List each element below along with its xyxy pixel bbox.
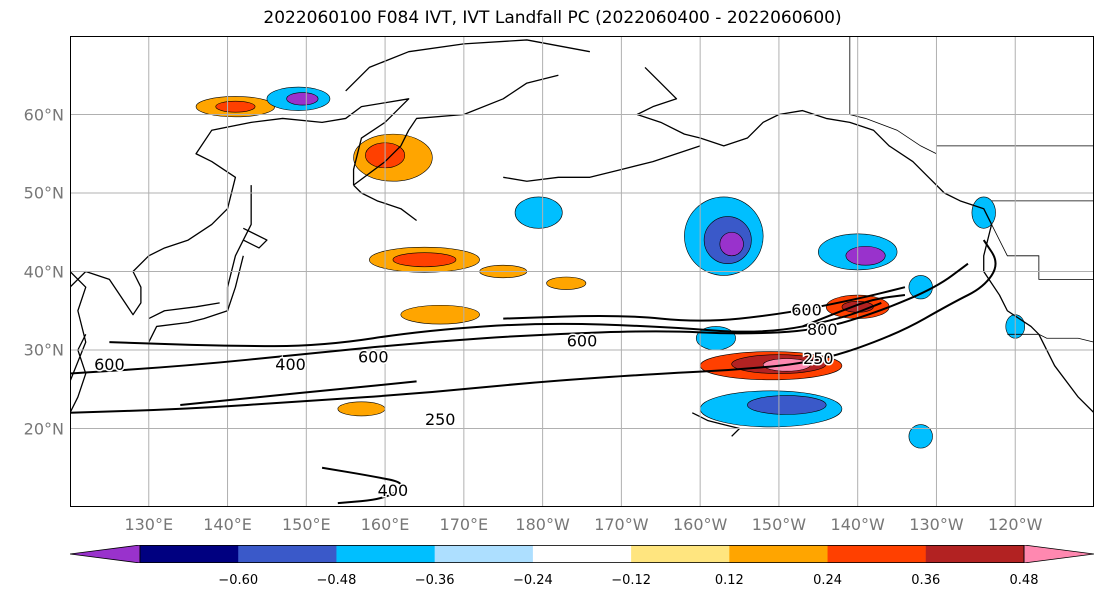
pc-shading-region [719,231,744,257]
coastline [345,39,590,92]
colorbar-swatch [336,545,436,563]
coastline [636,109,1094,414]
colorbar-tick-label: 0.36 [911,573,941,588]
colorbar-swatch [729,545,829,563]
pc-shading-region [747,395,827,415]
pc-shading-region [971,196,996,229]
coastline [636,66,678,116]
ivt-contour-600 [109,301,882,348]
colorbar-tick-label: 0.48 [1009,573,1039,588]
ivt-contour-600 [180,380,417,406]
coastline [353,184,417,221]
latitude-label: 30°N [23,340,64,360]
colorbar-swatch [631,545,730,563]
ivt-contour-800 [802,294,906,328]
pc-shading-region [215,100,256,113]
contour-label: 400 [378,481,409,500]
longitude-label: 140°W [830,515,885,534]
gridlines-layer [70,36,1094,507]
pc-shading-region [400,304,480,325]
coastline [226,255,244,311]
latitude-label: 50°N [23,183,64,203]
pc-shading-region [908,424,933,449]
pc-shading-region [392,252,457,268]
pc-shading-region [546,276,587,290]
pc-shading-region [286,92,319,106]
contour-label: 600 [791,300,822,319]
ivt-contour-400 [70,262,969,375]
ivt-contour-400 [321,466,403,505]
longitude-label: 180°W [515,515,570,534]
pc-shading-region [845,246,886,266]
colorbar-tick-label: −0.12 [611,573,652,588]
colorbar [70,545,1094,563]
colorbar-swatch [532,545,632,563]
colorbar-tick-label: −0.60 [218,573,259,588]
colorbar-tick-label: −0.36 [414,573,455,588]
colorbar-swatch [925,545,1025,563]
colorbar-tick-label: −0.24 [512,573,553,588]
coastline [70,98,410,316]
contour-label: 250 [425,410,456,429]
longitude-label: 140°E [203,515,252,534]
map-title: 2022060100 F084 IVT, IVT Landfall PC (20… [263,8,842,28]
longitude-label: 120°W [988,515,1043,534]
longitude-label: 160°W [672,515,728,534]
longitude-label: 150°E [281,515,331,534]
colorbar-swatch [140,545,239,563]
coastline [70,271,87,414]
longitude-label: 150°W [751,515,807,534]
contour-label: 600 [567,332,598,351]
longitude-label: 170°E [439,515,489,534]
colorbar-tick-label: −0.48 [316,573,357,588]
pc-shading-layer [195,86,1025,449]
colorbar-extend-high [1023,545,1094,563]
colorbar-outline [139,545,1025,563]
colorbar-extend-low [70,545,141,563]
colorbar-tick-label: 0.12 [714,573,744,588]
colorbar-tick-label: 0.24 [813,573,843,588]
country-border [849,36,937,155]
pc-shading-region [908,275,933,300]
colorbar-swatch [827,545,927,563]
colorbar-swatch [238,545,337,563]
country-border [1007,333,1094,343]
coastline [148,185,252,343]
latitude-label: 60°N [23,105,64,124]
ivt-contour-layer [70,239,997,505]
latitude-label: 20°N [23,419,64,438]
pc-shading-region [337,401,386,417]
contour-label: 600 [358,347,389,366]
coastline [353,74,559,186]
longitude-label: 160°E [360,515,410,534]
coastline [691,412,741,437]
ivt-contour-250 [70,239,997,414]
colorbar-swatch [434,545,534,563]
contour-label: 800 [807,320,838,339]
map-border [70,36,1094,507]
latitude-label: 40°N [23,262,64,281]
coastline [243,227,268,249]
pc-shading-region [514,196,563,229]
ivt-contour-600 [503,286,906,322]
contour-label: 400 [275,355,306,374]
contour-label: 250 [803,349,834,368]
longitude-label: 130°W [909,515,964,534]
country-border [991,224,1094,280]
contour-label: 600 [94,355,125,374]
longitude-label: 130°E [124,515,174,534]
longitude-label: 170°W [594,515,649,534]
coastline [148,302,220,320]
coastline [503,145,701,182]
coastlines-layer [70,36,1094,437]
